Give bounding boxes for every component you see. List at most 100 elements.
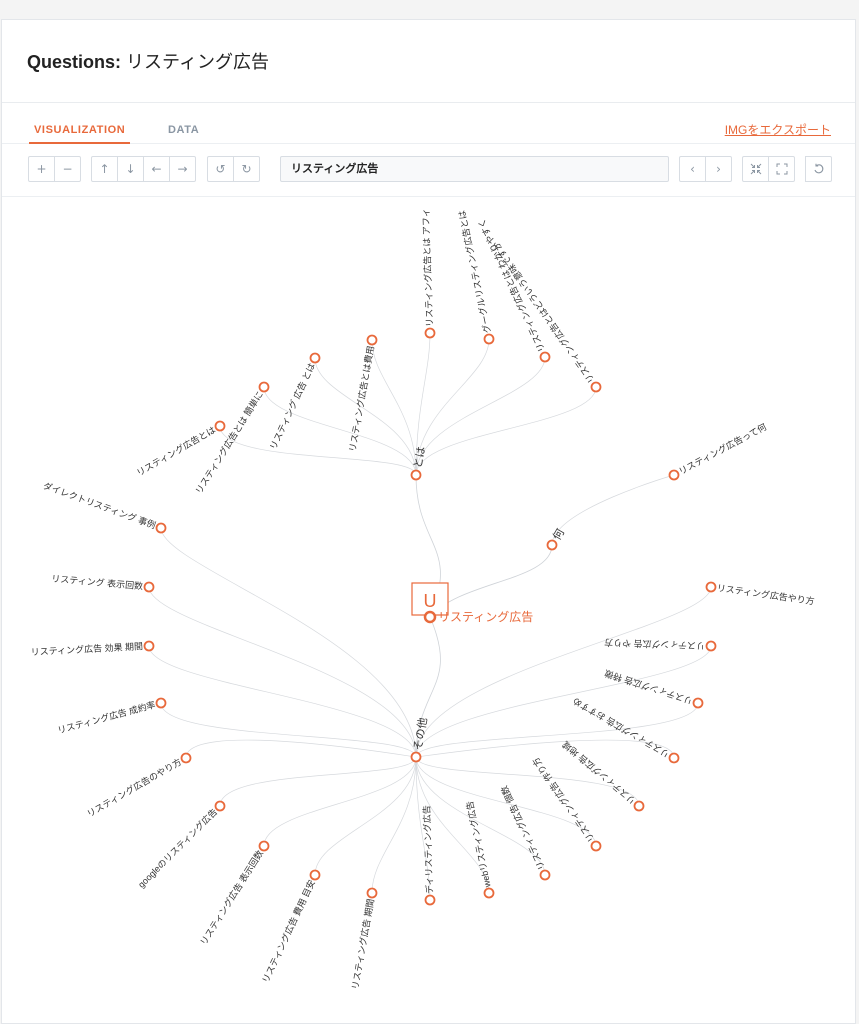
leaf-label[interactable]: googleのリスティング広告 bbox=[136, 806, 220, 890]
expand-icon[interactable] bbox=[768, 156, 795, 182]
hub-label-toha: とは bbox=[411, 445, 428, 469]
leaf-node[interactable] bbox=[424, 327, 436, 339]
leaf-node[interactable] bbox=[309, 869, 321, 881]
edge bbox=[415, 386, 597, 476]
export-image-link[interactable]: IMGをエクスポート bbox=[724, 123, 831, 137]
leaf-label[interactable]: リスティング 広告 とは bbox=[267, 361, 317, 451]
root-node[interactable] bbox=[423, 610, 437, 624]
leaf-node[interactable] bbox=[258, 381, 270, 393]
leaf-node[interactable] bbox=[692, 697, 704, 709]
edge bbox=[415, 756, 431, 901]
leaf-node[interactable] bbox=[366, 887, 378, 899]
root-avatar-letter: U bbox=[424, 591, 437, 611]
pan-group: ↑ ↓ ← → bbox=[91, 156, 196, 182]
leaf-node[interactable] bbox=[214, 800, 226, 812]
edge bbox=[314, 756, 417, 876]
title-prefix: Questions: bbox=[27, 52, 122, 72]
next-button[interactable]: › bbox=[705, 156, 732, 182]
leaf-node[interactable] bbox=[214, 420, 226, 432]
keyword-search-field[interactable]: リスティング広告 bbox=[280, 156, 669, 182]
leaf-label[interactable]: リスティング広告 成約率 bbox=[56, 699, 156, 736]
leaf-label[interactable]: リスティング広告とは 簡単に bbox=[193, 389, 265, 496]
edge bbox=[160, 702, 417, 758]
hub-node-sonota[interactable] bbox=[410, 751, 422, 763]
leaf-label[interactable]: ディリスティング広告 bbox=[421, 805, 435, 894]
reset-icon[interactable] bbox=[805, 156, 832, 182]
edge bbox=[415, 756, 597, 847]
undo-button[interactable]: ↺ bbox=[207, 156, 234, 182]
pan-up-button[interactable]: ↑ bbox=[91, 156, 118, 182]
edge bbox=[148, 586, 417, 758]
zoom-in-button[interactable]: + bbox=[28, 156, 55, 182]
leaf-node[interactable] bbox=[483, 887, 495, 899]
pan-left-button[interactable]: ← bbox=[143, 156, 170, 182]
history-group: ↺ ↻ bbox=[207, 156, 260, 182]
leaf-node[interactable] bbox=[539, 869, 551, 881]
leaf-label[interactable]: リスティング広告とは bbox=[134, 424, 217, 478]
hub-node-toha[interactable] bbox=[410, 469, 422, 481]
toolbar: + − ↑ ↓ ← → ↺ ↻ リスティング広告 ‹ › bbox=[2, 143, 855, 197]
leaf-node[interactable] bbox=[668, 752, 680, 764]
tabs-bar: VISUALIZATION DATA IMGをエクスポート bbox=[2, 103, 855, 144]
leaf-node[interactable] bbox=[309, 352, 321, 364]
edge bbox=[415, 756, 546, 876]
active-tab-underline bbox=[29, 142, 130, 144]
leaf-node[interactable] bbox=[155, 697, 167, 709]
leaf-label[interactable]: リスティング広告 やり方 bbox=[604, 637, 705, 652]
leaf-node[interactable] bbox=[590, 381, 602, 393]
tab-data[interactable]: DATA bbox=[168, 124, 200, 136]
leaf-label[interactable]: リスティング広告 特徴 bbox=[603, 668, 694, 707]
edge bbox=[371, 339, 417, 476]
leaf-node[interactable] bbox=[143, 640, 155, 652]
tab-visualization[interactable]: VISUALIZATION bbox=[34, 124, 126, 136]
leaf-node[interactable] bbox=[366, 334, 378, 346]
leaf-label[interactable]: リスティング広告 表示回数 bbox=[197, 848, 265, 947]
root-label: リスティング広告 bbox=[438, 610, 533, 624]
leaf-label[interactable]: webリスティング広告 bbox=[464, 800, 493, 889]
leaf-node[interactable] bbox=[539, 351, 551, 363]
leaf-node[interactable] bbox=[143, 581, 155, 593]
zoom-group: + − bbox=[28, 156, 81, 182]
leaf-node[interactable] bbox=[705, 581, 717, 593]
leaf-node[interactable] bbox=[155, 522, 167, 534]
pan-down-button[interactable]: ↓ bbox=[117, 156, 144, 182]
edge bbox=[314, 357, 417, 476]
edge bbox=[551, 474, 675, 546]
hub-node-nani[interactable] bbox=[546, 539, 558, 551]
leaf-node[interactable] bbox=[483, 333, 495, 345]
leaf-label[interactable]: リスティング広告とはどういう意味ですか bbox=[490, 240, 597, 386]
prev-button[interactable]: ‹ bbox=[679, 156, 706, 182]
leaf-node[interactable] bbox=[590, 840, 602, 852]
leaf-node[interactable] bbox=[180, 752, 192, 764]
edge bbox=[148, 645, 417, 758]
leaf-label[interactable]: リスティング広告って何 bbox=[676, 421, 768, 477]
leaf-label[interactable]: リスティング広告 個数 bbox=[498, 784, 547, 872]
leaf-node[interactable] bbox=[633, 800, 645, 812]
leaf-label[interactable]: リスティング 表示回数 bbox=[51, 572, 144, 591]
leaf-label[interactable]: リスティング広告のやり方 bbox=[85, 756, 184, 819]
leaf-label[interactable]: リスティング広告 効果 期間 bbox=[30, 640, 143, 657]
edge bbox=[415, 645, 712, 758]
title-keyword: リスティング広告 bbox=[126, 52, 269, 72]
leaf-label[interactable]: リスティング広告 費用 目安 bbox=[259, 878, 317, 985]
pan-right-button[interactable]: → bbox=[169, 156, 196, 182]
zoom-out-button[interactable]: − bbox=[54, 156, 81, 182]
leaf-node[interactable] bbox=[258, 840, 270, 852]
leaf-node[interactable] bbox=[705, 640, 717, 652]
leaf-label[interactable]: リスティング広告とは アフィ bbox=[420, 208, 435, 327]
edge bbox=[219, 425, 417, 476]
leaf-label[interactable]: リスティング広告 おすすめ bbox=[571, 696, 672, 761]
edge bbox=[219, 756, 417, 807]
leaf-node[interactable] bbox=[668, 469, 680, 481]
leaf-label[interactable]: リスティング広告やり方 bbox=[716, 582, 815, 607]
leaf-node[interactable] bbox=[424, 894, 436, 906]
collapse-icon[interactable] bbox=[742, 156, 769, 182]
redo-button[interactable]: ↻ bbox=[233, 156, 260, 182]
edge bbox=[415, 356, 546, 476]
leaf-label[interactable]: リスティング広告 地域 bbox=[560, 739, 638, 807]
root-avatar-box bbox=[411, 582, 449, 616]
leaf-label[interactable]: ダイレクトリスティング 事例 bbox=[42, 480, 158, 531]
leaf-label[interactable]: リスティング広告 期間 bbox=[349, 898, 376, 990]
edge bbox=[415, 756, 640, 807]
